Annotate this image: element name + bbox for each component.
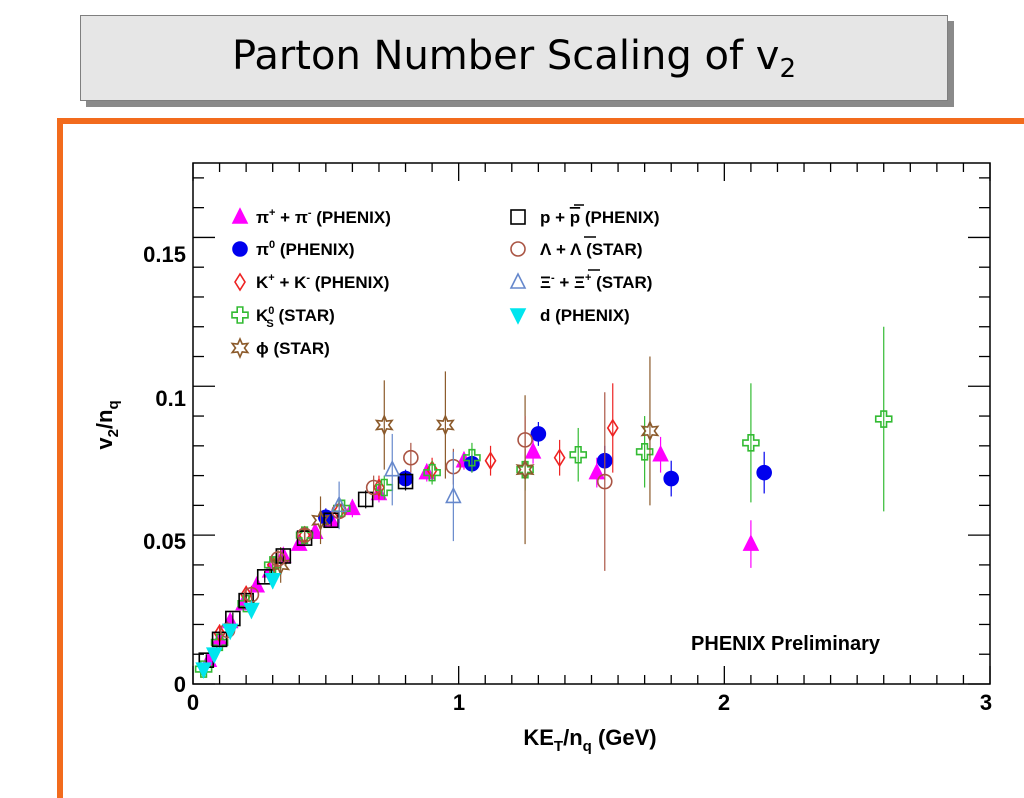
legend-marker: [232, 241, 248, 257]
data-point: [311, 509, 331, 532]
data-point: [423, 463, 441, 482]
data-point: [205, 647, 223, 665]
axis-ticks: [192, 163, 991, 685]
data-point: [524, 441, 542, 459]
data-point: [323, 512, 339, 529]
data-point: [263, 556, 282, 574]
y-tick-label: 0.1: [155, 386, 186, 411]
data-point: [635, 442, 654, 461]
v2-scaling-chart: 0 0.05 0.1 0.15 0 1 2 3 KET/nq (GeV) v2/…: [92, 162, 992, 755]
legend-marker: [509, 272, 527, 289]
x-tick-labels: 0 1 2 3: [187, 690, 992, 715]
legend-marker: [231, 207, 249, 224]
data-point: [756, 464, 772, 481]
slide-title: Parton Number Scaling of v2: [232, 32, 796, 84]
data-point: [243, 602, 260, 620]
data-point: [221, 623, 239, 641]
data-point: [330, 495, 348, 513]
legend-label-kaon-charged: K+ + K- (PHENIX): [256, 272, 389, 292]
data-point: [445, 486, 462, 504]
y-tick-label: 0.15: [143, 242, 186, 267]
slide-title-box: Parton Number Scaling of v2: [80, 15, 948, 101]
legend-marker: [231, 306, 249, 324]
x-tick-label: 1: [453, 690, 465, 715]
data-point: [383, 459, 401, 477]
legend-marker: [510, 209, 526, 225]
data-point: [588, 462, 606, 480]
data-point: [271, 553, 291, 576]
data-point: [742, 534, 760, 551]
legend: π+ + π- (PHENIX) π0 (PHENIX) K+ + K- (PH…: [230, 204, 660, 359]
data-point: [652, 444, 669, 462]
legend-marker: [510, 241, 526, 257]
orange-frame: [57, 118, 1024, 798]
data-point: [435, 414, 455, 436]
legend-label-xi: Ξ- + Ξ+ (STAR): [540, 272, 652, 292]
data-point: [375, 478, 394, 497]
data-point: [374, 414, 394, 436]
data-point: [270, 551, 286, 567]
x-tick-label: 3: [980, 690, 992, 715]
data-point: [515, 458, 535, 481]
data-point: [295, 526, 314, 544]
data-point: [484, 451, 497, 471]
series-7: [330, 433, 462, 542]
legend-marker: [234, 272, 246, 292]
plot-area: [192, 162, 991, 685]
data-point: [357, 491, 374, 508]
legend-label-pion-charged: π+ + π- (PHENIX): [256, 207, 391, 227]
data-point: [640, 419, 660, 442]
legend-label-lambda: Λ + Λ (STAR): [540, 240, 642, 259]
y-tick-labels: 0 0.05 0.1 0.15: [143, 242, 186, 697]
legend-symbols: [230, 207, 527, 359]
y-tick-label: 0.05: [143, 529, 186, 554]
data-point: [606, 418, 619, 438]
y-tick-label: 0: [174, 672, 186, 697]
data-point: [211, 631, 228, 648]
data-point: [742, 434, 760, 452]
legend-label-deuteron: d (PHENIX): [540, 306, 630, 325]
legend-label-proton: p + p (PHENIX): [540, 208, 660, 227]
y-axis-title: v2/nq: [92, 400, 122, 449]
data-point: [264, 572, 281, 590]
legend-label-phi: ϕ (STAR): [256, 339, 330, 358]
data-point: [569, 445, 588, 464]
data-point: [210, 633, 229, 652]
data-point: [596, 473, 613, 490]
data-point: [403, 449, 419, 466]
data-point: [516, 460, 534, 479]
data-point: [365, 479, 382, 496]
data-point: [530, 426, 547, 442]
series-8: [195, 570, 281, 679]
phenix-preliminary-label: PHENIX Preliminary: [691, 633, 881, 655]
x-tick-label: 0: [187, 690, 199, 715]
data-series: [194, 326, 893, 679]
x-axis-title: KET/nq (GeV): [523, 725, 656, 755]
data-point: [195, 662, 212, 679]
data-point: [553, 448, 566, 468]
legend-marker: [230, 337, 250, 359]
data-point: [663, 470, 680, 487]
data-point: [296, 527, 313, 543]
legend-marker: [509, 308, 527, 325]
data-point: [463, 448, 481, 467]
legend-label-pion-neutral: π0 (PHENIX): [256, 239, 354, 259]
data-point: [397, 473, 414, 490]
x-tick-label: 2: [718, 690, 730, 715]
data-point: [874, 410, 893, 428]
series-3: [194, 326, 893, 678]
data-point: [517, 432, 533, 448]
